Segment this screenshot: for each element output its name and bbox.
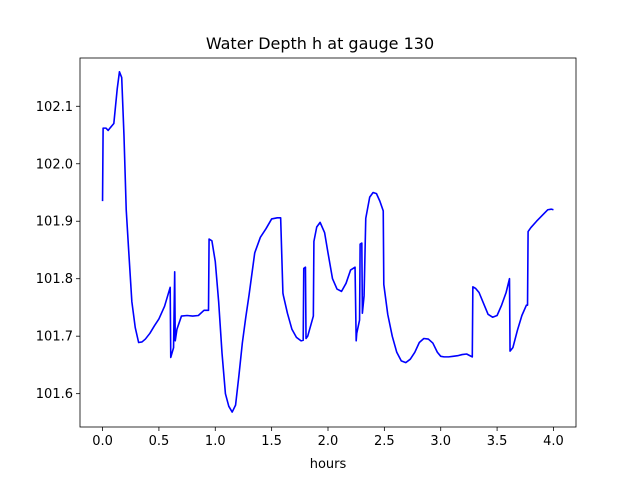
x-tick-label: 3.5	[487, 434, 508, 449]
x-tick-label: 1.0	[205, 434, 226, 449]
y-tick-label: 101.6	[36, 387, 73, 402]
x-tick-label: 0.5	[149, 434, 170, 449]
y-tick-label: 101.7	[36, 330, 73, 345]
x-tick-label: 1.5	[261, 434, 282, 449]
y-tick-label: 101.9	[36, 215, 73, 230]
y-tick-label: 102.1	[36, 100, 73, 115]
plot-frame	[79, 57, 577, 428]
x-tick-label: 4.0	[543, 434, 564, 449]
x-tick-label: 2.5	[374, 434, 395, 449]
chart-title: Water Depth h at gauge 130	[206, 34, 434, 53]
x-tick-label: 0.0	[92, 434, 113, 449]
x-axis-label: hours	[310, 457, 347, 472]
x-tick-label: 3.0	[430, 434, 451, 449]
y-tick-label: 101.8	[36, 272, 73, 287]
x-tick-label: 2.0	[318, 434, 339, 449]
data-series-line-1	[101, 70, 554, 413]
y-tick-label: 102.0	[36, 157, 73, 172]
plot-area: 0.0 0.5 1.0 1.5 2.0 2.5 3.0 3.5 4.0 101.6 101.7 101…	[36, 57, 577, 449]
